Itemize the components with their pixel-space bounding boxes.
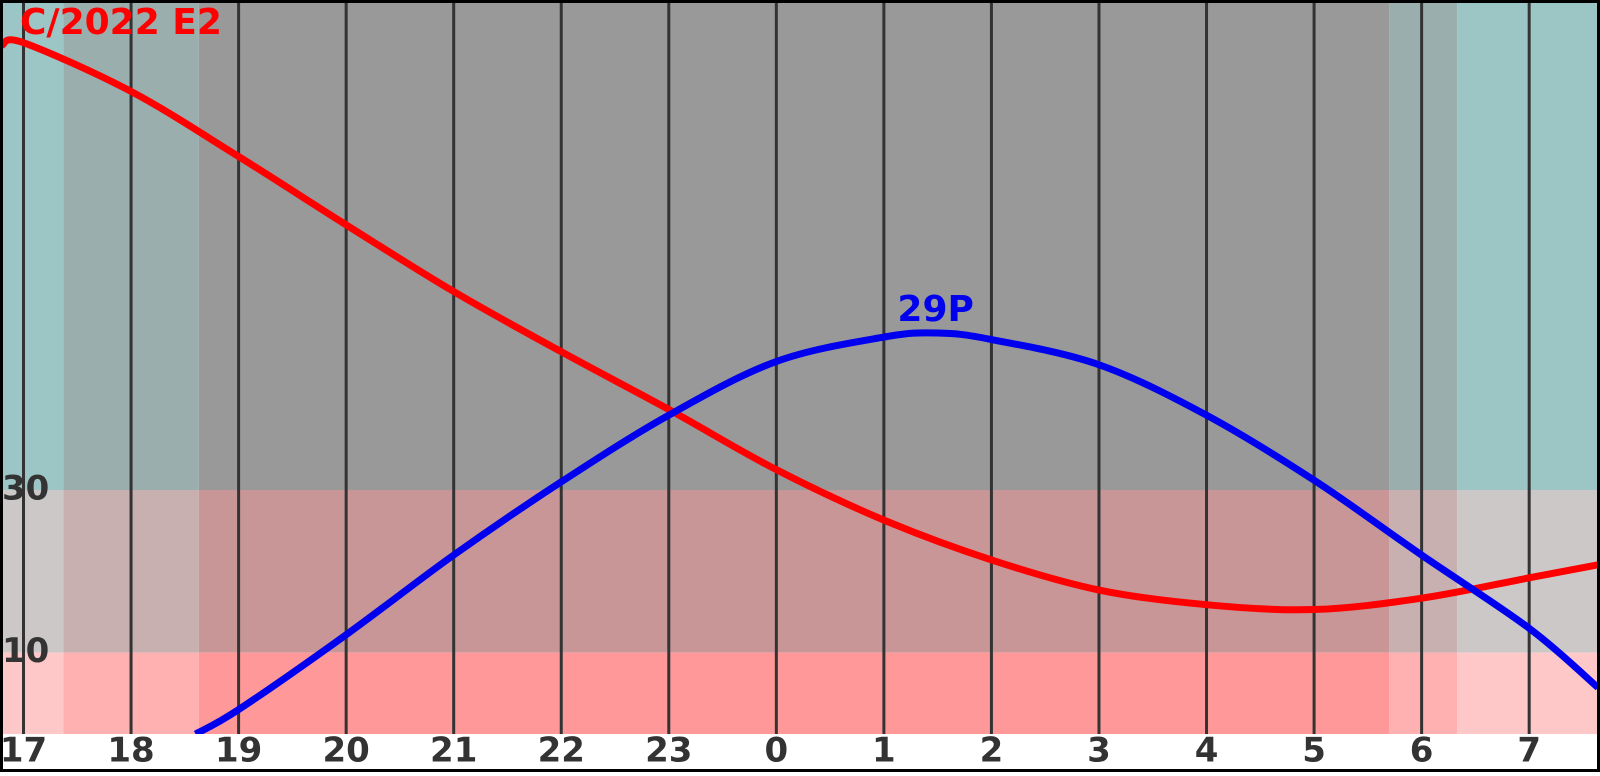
sky-band xyxy=(1389,2,1458,490)
sky-band xyxy=(1389,652,1458,734)
x-tick-label: 20 xyxy=(322,731,369,771)
series-label: C/2022 E2 xyxy=(20,2,222,43)
x-tick-label: 19 xyxy=(215,731,262,771)
x-tick-label: 7 xyxy=(1517,731,1541,771)
background xyxy=(2,2,1598,734)
sky-band xyxy=(2,652,64,734)
x-tick-label: 0 xyxy=(765,731,789,771)
sky-band xyxy=(198,652,1390,734)
grid xyxy=(22,2,1531,734)
x-tick-label: 22 xyxy=(538,731,585,771)
x-tick-label: 18 xyxy=(107,731,154,771)
sky-band xyxy=(198,490,1390,653)
sky-band xyxy=(2,490,64,653)
x-tick-label: 4 xyxy=(1195,731,1219,771)
series-line xyxy=(193,329,1598,734)
series-line xyxy=(2,36,1598,614)
x-tick-label: 6 xyxy=(1410,731,1434,771)
x-tick-label: 5 xyxy=(1302,731,1326,771)
sky-band xyxy=(1457,2,1598,490)
x-tick-label: 17 xyxy=(0,731,47,771)
curves xyxy=(2,36,1598,734)
x-tick-label: 3 xyxy=(1087,731,1111,771)
x-tick-label: 2 xyxy=(980,731,1004,771)
x-tick-label: 23 xyxy=(645,731,692,771)
x-tick-label: 1 xyxy=(872,731,896,771)
sky-band xyxy=(2,2,64,490)
series-label: 29P xyxy=(897,289,973,330)
x-tick-label: 21 xyxy=(430,731,477,771)
y-tick-label: 30 xyxy=(2,469,49,509)
y-tick-label: 10 xyxy=(2,631,49,671)
